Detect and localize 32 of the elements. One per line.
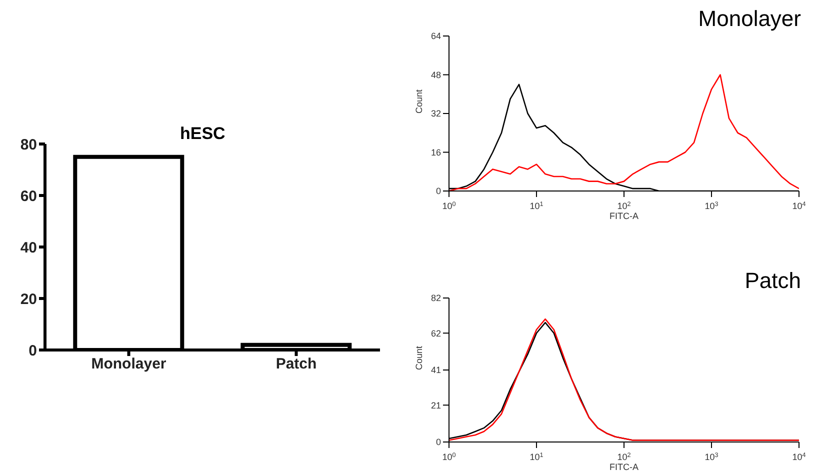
y-tick-label: 0 — [436, 186, 441, 196]
x-tick-label: 10$^{1}$ — [530, 452, 544, 462]
y-tick-label: 41 — [430, 365, 441, 376]
y-axis-title: Count — [414, 345, 424, 370]
y-tick-label: 0 — [28, 342, 37, 360]
y-tick-label: 0 — [436, 437, 441, 448]
y-tick-label: 62 — [430, 328, 441, 338]
x-tick-label: 10$^{3}$ — [704, 200, 719, 211]
x-tick-label: 10$^{4}$ — [792, 200, 806, 211]
y-tick-label: 32 — [430, 108, 441, 119]
chart-title: Patch — [744, 268, 801, 294]
chart-title: Monolayer — [698, 6, 801, 32]
y-tick-label: 48 — [430, 70, 441, 80]
x-tick-label: 10$^{2}$ — [617, 200, 632, 211]
y-tick-label: 64 — [430, 31, 441, 42]
x-tick-label: 10$^{4}$ — [792, 452, 806, 462]
y-tick-label: 20 — [20, 290, 37, 308]
y-tick-label: 60 — [20, 188, 37, 205]
y-tick-label: 21 — [430, 400, 441, 410]
x-axis-title: FITC-A — [610, 211, 638, 221]
x-tick-label: 10$^{2}$ — [617, 452, 632, 462]
y-tick-label: 40 — [20, 239, 37, 256]
x-tick-label: 10$^{1}$ — [530, 200, 544, 211]
y-tick-label: 82 — [430, 293, 441, 304]
y-tick-label: 16 — [430, 147, 441, 158]
x-tick-label: 10$^{3}$ — [704, 452, 719, 462]
chart-title: hESC — [180, 124, 226, 144]
x-tick-label: 10$^{0}$ — [442, 452, 456, 462]
x-tick-label: 10$^{0}$ — [442, 200, 456, 211]
x-axis-title: FITC-A — [610, 462, 638, 472]
y-tick-label: 80 — [20, 136, 37, 154]
y-axis-title: Count — [414, 88, 424, 114]
